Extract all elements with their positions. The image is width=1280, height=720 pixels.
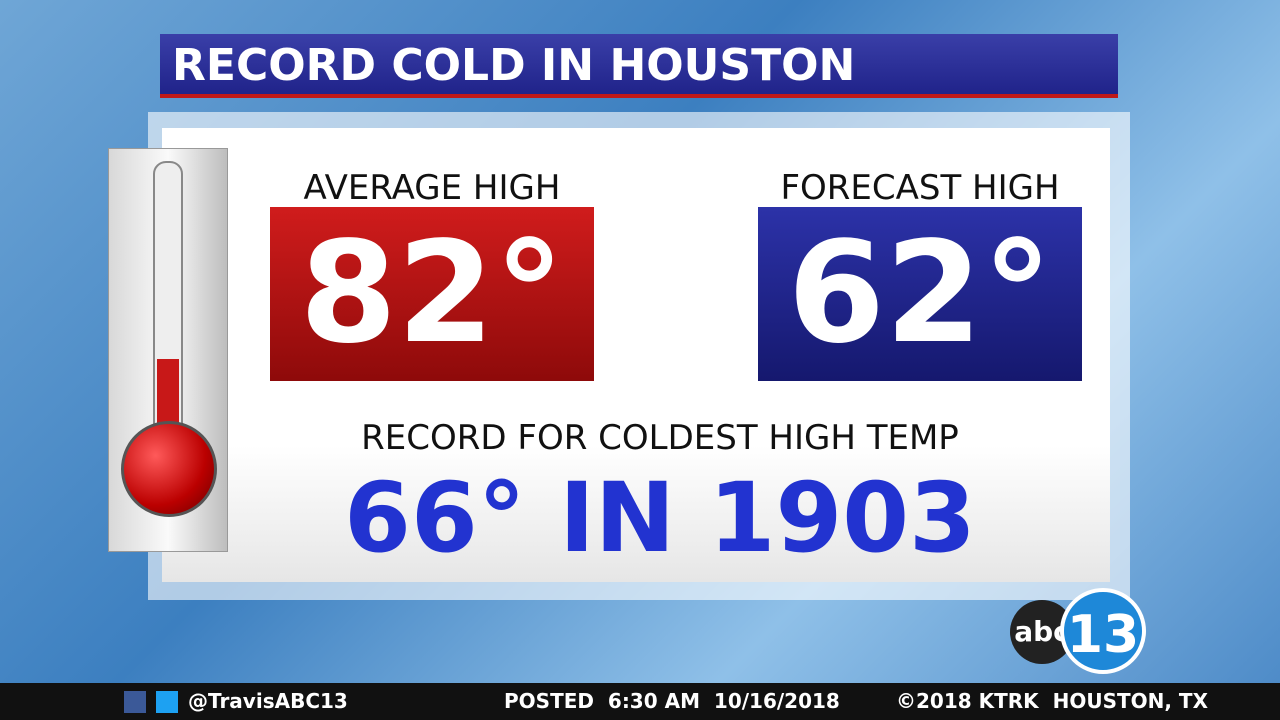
logo-channel: 13 [1060,588,1146,674]
copyright: ©2018 KTRK HOUSTON, TX [896,689,1208,713]
average-label: AVERAGE HIGH [303,168,561,208]
record-label: RECORD FOR COLDEST HIGH TEMP [361,418,959,458]
footer: @TravisABC13 POSTED 6:30 AM 10/16/2018 ©… [0,683,1280,720]
average-value: 82° [270,207,594,381]
posted: POSTED 6:30 AM 10/16/2018 [504,689,840,713]
forecast-label: FORECAST HIGH [780,168,1060,208]
title: RECORD COLD IN HOUSTON [160,34,1118,98]
handle: @TravisABC13 [188,689,348,713]
facebook-icon [124,691,146,713]
twitter-icon [156,691,178,713]
record-value: 66° IN 1903 [344,462,976,574]
forecast-value: 62° [758,207,1082,381]
thermometer [108,148,228,552]
